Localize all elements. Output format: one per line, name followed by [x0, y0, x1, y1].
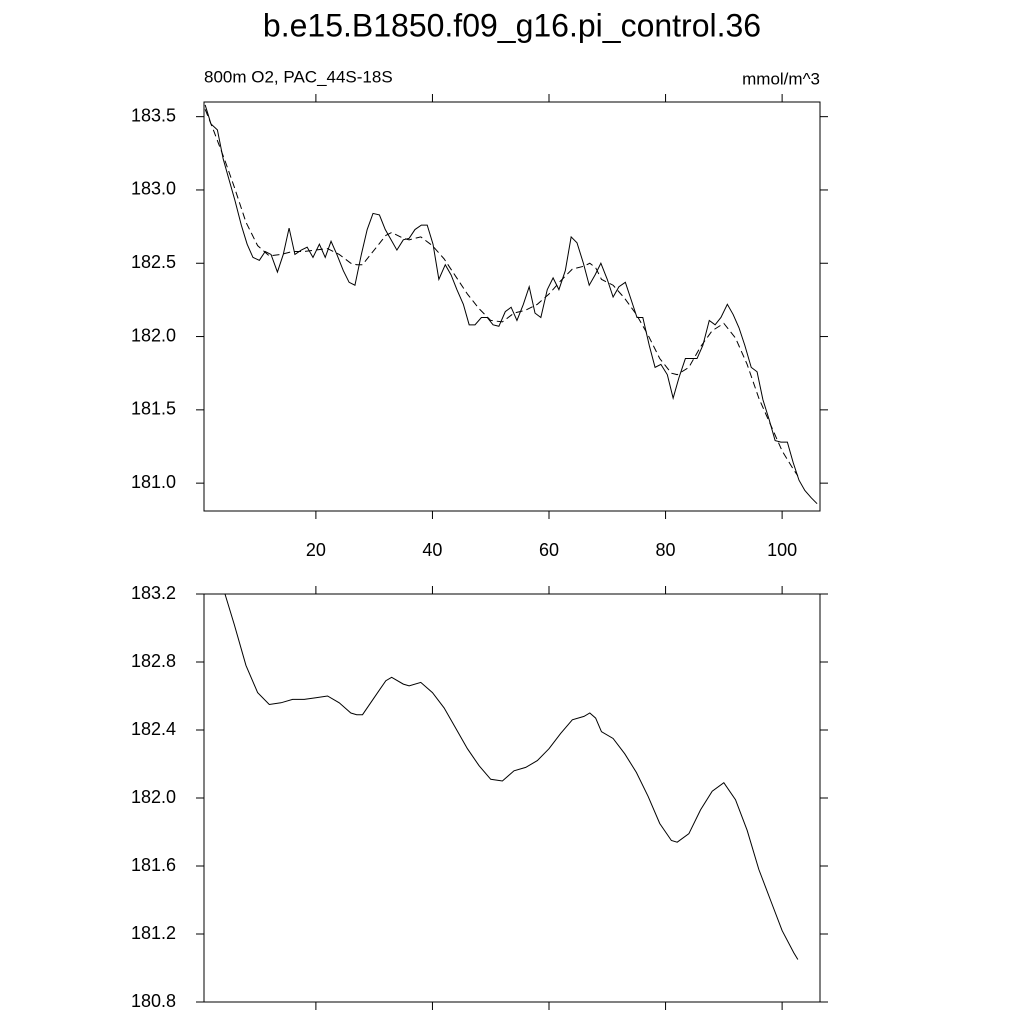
x-tick-label: 100 — [767, 540, 797, 560]
y-tick-label: 181.5 — [131, 399, 176, 419]
data-line — [224, 593, 799, 960]
y-tick-label: 183.0 — [131, 179, 176, 199]
plot-frame — [203, 593, 821, 1003]
y-tick-label: 182.0 — [131, 325, 176, 345]
y-tick-label: 180.8 — [131, 991, 176, 1011]
y-tick-label: 181.6 — [131, 855, 176, 875]
chart-subtitle: 800m O2, PAC_44S-18S — [204, 67, 393, 86]
data-line — [204, 109, 799, 477]
chart-title: b.e15.B1850.f09_g16.pi_control.36 — [263, 7, 761, 43]
y-tick-label: 183.5 — [131, 105, 176, 125]
units-label: mmol/m^3 — [742, 69, 820, 88]
y-tick-label: 183.2 — [131, 583, 176, 603]
y-tick-label: 181.2 — [131, 923, 176, 943]
y-tick-label: 182.5 — [131, 252, 176, 272]
plot-frame — [203, 101, 821, 512]
y-tick-label: 181.0 — [131, 472, 176, 492]
x-tick-label: 60 — [539, 540, 559, 560]
y-tick-label: 182.4 — [131, 719, 176, 739]
x-tick-label: 40 — [422, 540, 442, 560]
data-line — [204, 104, 818, 505]
y-tick-label: 182.8 — [131, 651, 176, 671]
x-tick-label: 20 — [306, 540, 326, 560]
y-tick-label: 182.0 — [131, 787, 176, 807]
x-tick-label: 80 — [656, 540, 676, 560]
